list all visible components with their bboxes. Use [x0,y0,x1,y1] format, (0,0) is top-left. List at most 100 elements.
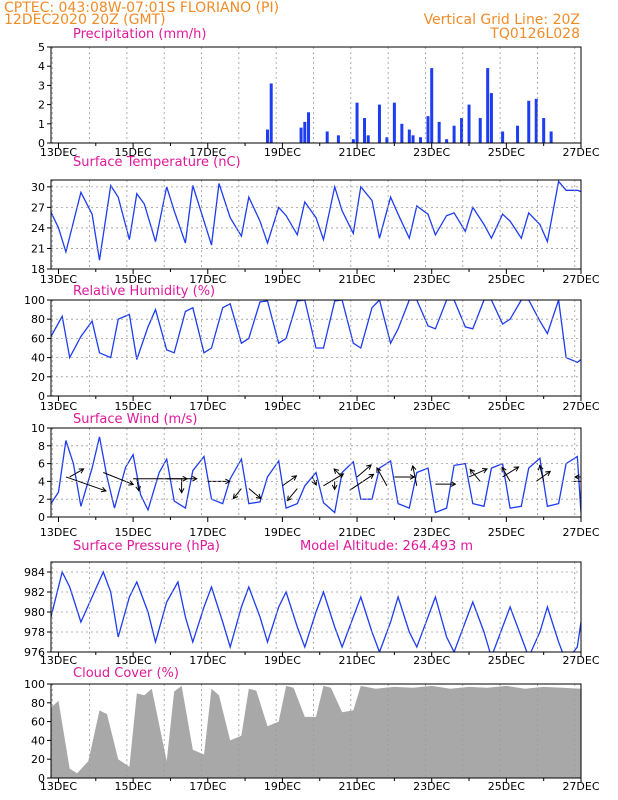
y-tick-label: 20 [31,371,45,384]
wind-arrow [135,478,141,492]
panel-4: Surface Pressure (hPa) Model Altitude: 26… [24,539,600,667]
y-tick-label: 4 [38,475,45,488]
cloud-area [51,685,581,778]
x-tick-label: 21DEC [339,780,376,793]
wind-arrow [248,488,262,500]
precip-bar [501,131,505,143]
x-tick-label: 17DEC [189,146,226,159]
wind-arrow-head [482,468,488,474]
y-tick-label: 3 [38,79,45,92]
wind-arrow [468,468,488,478]
wind-arrow-head [225,478,231,485]
precip-bar [303,121,307,143]
wind-arrow-head [573,474,580,480]
y-tick-label: 4 [38,60,45,73]
wind-arrow [103,472,135,486]
wind-arrow [331,481,338,491]
x-tick-label: 21DEC [339,146,376,159]
wind-arrow-shaft [69,468,84,478]
wind-arrow [376,466,388,487]
y-tick-label: 0 [38,511,45,524]
y-tick-label: 40 [31,352,45,365]
x-tick-label: 15DEC [115,273,152,286]
y-tick-label: 0 [38,390,45,403]
x-tick-label: 25DEC [488,780,525,793]
wind-arrow [311,476,317,486]
x-tick-label: 15DEC [115,400,152,413]
panel-frame [50,179,582,270]
x-tick-label: 23DEC [413,780,450,793]
x-tick-label: 17DEC [189,400,226,413]
wind-arrow-shaft [333,468,343,478]
wind-arrow [469,468,481,482]
wind-arrow-head [291,475,298,481]
precip-bar [299,127,303,143]
wind-arrow [232,488,242,500]
precip-bar [467,104,471,143]
precip-bar [377,104,381,143]
x-tick-label: 15DEC [115,146,152,159]
y-tick-label: 984 [24,566,45,579]
panel-marks [51,436,581,514]
x-tick-label: 25DEC [488,654,525,667]
wind-arrow-shaft [468,468,488,478]
panel-frame [50,561,582,653]
wind-arrow-head [501,466,507,473]
precip-bar [478,118,482,143]
y-tick-label: 60 [31,716,45,729]
wind-arrow-head [366,464,372,470]
y-tick-label: 10 [31,422,45,435]
wind-arrow [356,464,372,478]
precip-bar [351,139,355,143]
wind-arrow-shaft [535,470,551,482]
y-tick-label: 6 [38,458,45,471]
wind-arrow-shaft [311,476,317,486]
panel-1: Surface Temperature (nC) 18 21 24 27 30 13DEC 1… [31,155,600,286]
y-tick-label: 40 [31,734,45,747]
wind-arrow-head [513,466,520,472]
x-tick-label: 13DEC [40,146,77,159]
y-tick-label: 5 [38,41,45,54]
precip-bar [534,98,538,143]
y-tick-label: 978 [24,626,45,639]
x-tick-label: 27DEC [562,146,599,159]
precip-bar [336,135,340,143]
wind-arrow-head [450,481,457,487]
x-tick-label: 27DEC [562,273,599,286]
x-tick-label: 23DEC [413,654,450,667]
x-tick-label: 21DEC [339,526,376,539]
precip-bar [363,118,367,143]
series-line [51,300,581,364]
header-model-id: TQ0126L028 [489,26,580,42]
x-tick-label: 13DEC [40,654,77,667]
wind-arrow-head [255,493,262,500]
y-tick-label: 27 [31,201,45,214]
wind-arrow-head [128,480,135,486]
wind-arrow-head [376,466,382,473]
precip-bar [407,129,411,143]
y-tick-label: 976 [24,646,45,659]
wind-arrow-shaft [356,464,372,478]
panel-frame [50,683,582,779]
precip-bar [400,123,404,143]
wind-arrow-shaft [412,465,418,486]
wind-arrow [537,464,545,482]
x-tick-label: 23DEC [413,273,450,286]
x-tick-label: 15DEC [115,780,152,793]
y-tick-label: 980 [24,606,45,619]
precip-bar [460,118,464,143]
x-tick-label: 13DEC [40,780,77,793]
x-tick-label: 13DEC [40,400,77,413]
series-line [51,436,581,514]
series-line [51,570,581,652]
x-tick-label: 17DEC [189,780,226,793]
panel-title: Precipitation (mm/h) [73,27,206,42]
panel-title: Surface Wind (m/s) [73,412,197,427]
panel-marks [51,300,581,364]
x-tick-label: 23DEC [413,526,450,539]
wind-arrow [286,488,298,502]
x-tick-label: 21DEC [339,654,376,667]
wind-arrow-head [333,468,340,474]
precip-bar [265,129,269,143]
